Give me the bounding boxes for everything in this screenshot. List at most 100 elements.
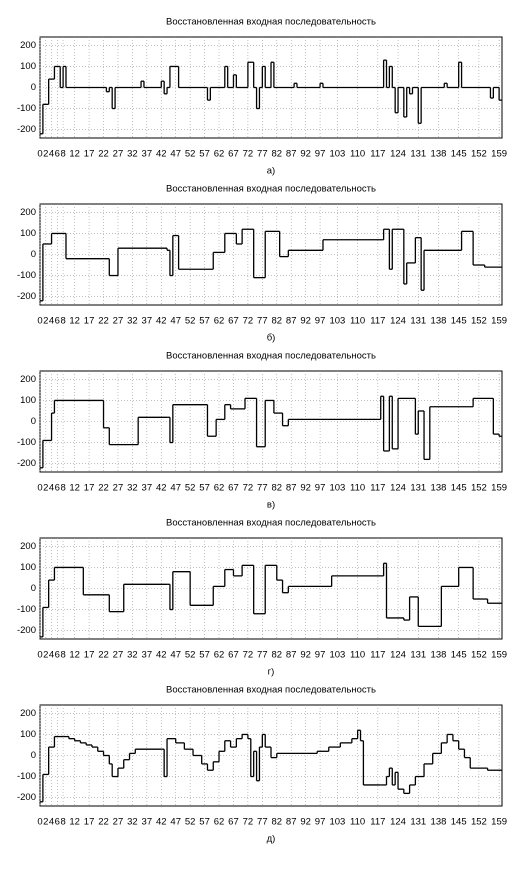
x-tick-label: 27 [113,650,124,661]
y-tick-label: -100 [17,270,36,281]
x-tick-label: 72 [243,316,254,327]
y-tick-label: -200 [17,124,36,135]
y-tick-label: 100 [20,395,36,406]
x-tick-label: 4 [49,483,54,494]
x-tick-label: 57 [199,650,210,661]
y-tick-label: 200 [20,207,36,218]
x-tick-label: 22 [98,650,109,661]
x-tick-label: 0 [37,650,42,661]
y-tick-label: 100 [20,228,36,239]
x-tick-label: 4 [49,817,54,828]
x-tick-label: 145 [451,650,467,661]
x-tick-label: 8 [60,316,65,327]
y-tick-label: 0 [31,750,36,761]
caption: б) [267,333,276,344]
x-tick-label: 8 [60,817,65,828]
y-tick-label: -100 [17,437,36,448]
x-tick-label: 82 [271,817,282,828]
y-tick-label: 200 [20,708,36,719]
caption: д) [267,834,276,845]
x-tick-label: 159 [491,817,507,828]
x-tick-label: 62 [214,149,225,160]
x-tick-label: 47 [170,316,181,327]
x-tick-label: 82 [271,316,282,327]
x-tick-label: 12 [69,650,80,661]
x-tick-label: 4 [49,316,54,327]
x-tick-label: 57 [199,149,210,160]
x-tick-label: 103 [329,483,345,494]
x-tick-label: 82 [271,483,282,494]
x-tick-label: 152 [471,316,487,327]
x-tick-label: 22 [98,316,109,327]
x-tick-label: 37 [142,149,153,160]
y-tick-label: 100 [20,729,36,740]
x-tick-label: 97 [315,149,326,160]
x-tick-label: 37 [142,650,153,661]
y-tick-label: 0 [31,82,36,93]
x-tick-label: 124 [390,149,406,160]
x-tick-label: 42 [156,817,167,828]
x-tick-label: 0 [37,817,42,828]
x-tick-label: 8 [60,149,65,160]
x-tick-label: 124 [390,483,406,494]
x-tick-label: 47 [170,483,181,494]
y-tick-label: 0 [31,416,36,427]
x-tick-label: 27 [113,149,124,160]
x-tick-label: 77 [257,316,268,327]
x-tick-label: 87 [286,817,297,828]
x-tick-label: 27 [113,817,124,828]
chart-title: Восстановленная входная последовательнос… [166,17,376,28]
x-tick-label: 97 [315,817,326,828]
x-tick-label: 92 [300,650,311,661]
x-tick-label: 32 [127,817,138,828]
x-tick-label: 67 [228,149,239,160]
x-tick-label: 87 [286,650,297,661]
x-tick-label: 103 [329,817,345,828]
y-tick-label: 0 [31,249,36,260]
x-tick-label: 47 [170,817,181,828]
chart-title: Восстановленная входная последовательнос… [166,685,376,696]
x-tick-label: 138 [431,483,447,494]
x-tick-label: 6 [55,149,60,160]
x-tick-label: 62 [214,316,225,327]
x-tick-label: 152 [471,650,487,661]
y-tick-label: -200 [17,291,36,302]
y-tick-label: -200 [17,792,36,803]
x-tick-label: 2 [43,316,48,327]
x-tick-label: 124 [390,316,406,327]
x-tick-label: 159 [491,483,507,494]
chart-title: Восстановленная входная последовательнос… [166,184,376,195]
x-tick-label: 67 [228,650,239,661]
x-tick-label: 57 [199,483,210,494]
x-tick-label: 110 [350,650,365,661]
y-tick-label: 0 [31,583,36,594]
x-tick-label: 97 [315,650,326,661]
x-tick-label: 145 [451,483,467,494]
x-tick-label: 145 [451,817,467,828]
x-tick-label: 0 [37,316,42,327]
x-tick-label: 131 [410,316,426,327]
x-tick-label: 17 [84,817,95,828]
x-tick-label: 32 [127,149,138,160]
x-tick-label: 117 [370,316,385,327]
x-tick-label: 77 [257,149,268,160]
x-tick-label: 87 [286,316,297,327]
x-tick-label: 12 [69,149,80,160]
x-tick-label: 82 [271,149,282,160]
x-tick-label: 72 [243,483,254,494]
x-tick-label: 117 [370,149,385,160]
x-tick-label: 110 [350,149,365,160]
x-tick-label: 17 [84,650,95,661]
x-tick-label: 131 [410,650,426,661]
x-tick-label: 2 [43,149,48,160]
x-tick-label: 52 [185,817,196,828]
x-tick-label: 131 [410,149,426,160]
x-tick-label: 103 [329,316,345,327]
y-tick-label: -100 [17,771,36,782]
x-tick-label: 8 [60,650,65,661]
x-tick-label: 32 [127,650,138,661]
x-tick-label: 92 [300,316,311,327]
chart-title: Восстановленная входная последовательнос… [166,351,376,362]
x-tick-label: 62 [214,817,225,828]
